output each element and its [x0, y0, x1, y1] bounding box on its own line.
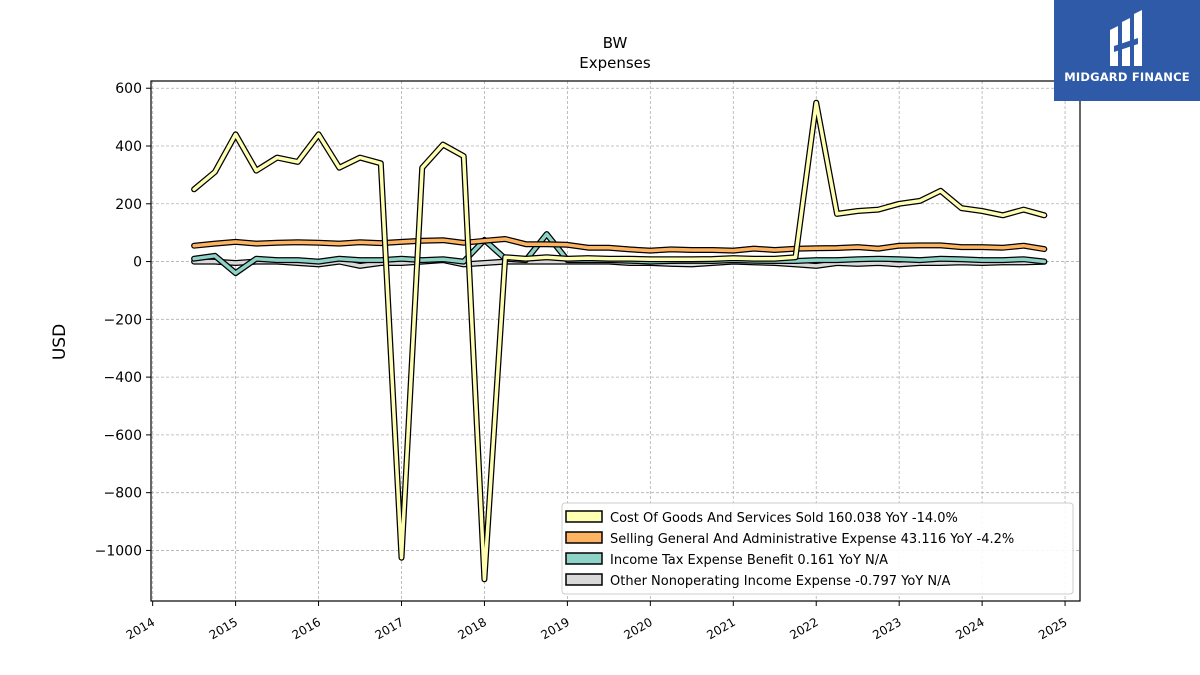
x-tick-label: 2023 — [870, 615, 903, 642]
chart-title: BW — [603, 34, 628, 52]
y-tick-label: −600 — [104, 428, 142, 444]
y-tick-label: 200 — [115, 197, 142, 213]
legend-box — [561, 502, 1074, 595]
legend-swatch — [565, 552, 603, 565]
legend-entry: Cost Of Goods And Services Sold 160.038 … — [610, 511, 958, 526]
x-tick-label: 2015 — [207, 615, 240, 642]
x-tick-label: 2014 — [124, 615, 157, 642]
x-tick-label: 2019 — [539, 615, 572, 642]
logo-mark-icon — [1110, 10, 1142, 66]
y-tick-label: 600 — [115, 81, 142, 97]
y-axis-label: USD — [50, 324, 70, 360]
series-line — [192, 100, 1047, 582]
y-tick-label: 0 — [133, 255, 142, 271]
series-selling-general-and-administrative-expense — [191, 236, 1048, 254]
series-lines — [191, 99, 1048, 583]
x-tick-label: 2017 — [373, 615, 406, 642]
series-line — [192, 237, 1047, 253]
x-tick-label: 2022 — [787, 615, 820, 642]
y-tick-label: −1000 — [95, 543, 142, 559]
y-tick-label: −200 — [104, 312, 142, 328]
legend-entry: Income Tax Expense Benefit 0.161 YoY N/A — [610, 553, 888, 568]
x-tick-label: 2024 — [953, 615, 986, 642]
legend-entry: Selling General And Administrative Expen… — [610, 532, 1014, 547]
legend: Cost Of Goods And Services Sold 160.038 … — [561, 502, 1074, 595]
y-tick-label: −400 — [104, 370, 142, 386]
y-tick-label: 400 — [115, 139, 142, 155]
chart-subtitle: Expenses — [579, 54, 651, 72]
legend-swatch — [565, 510, 603, 523]
x-tick-label: 2018 — [456, 615, 489, 642]
y-tick-label: −800 — [104, 486, 142, 502]
logo-text: MIDGARD FINANCE — [1064, 70, 1190, 84]
x-tick-label: 2016 — [290, 615, 323, 642]
legend-entry: Other Nonoperating Income Expense -0.797… — [610, 574, 950, 589]
plot-frame — [150, 80, 1081, 602]
series-cost-of-goods-and-services-sold — [191, 99, 1048, 583]
grid-lines — [151, 81, 1080, 601]
legend-swatch — [565, 531, 603, 544]
x-tick-label: 2020 — [621, 615, 654, 642]
x-tick-label: 2025 — [1036, 615, 1069, 642]
x-tick-label: 2021 — [704, 615, 737, 642]
midgard-finance-logo: MIDGARD FINANCE — [1054, 0, 1200, 101]
legend-swatch — [565, 573, 603, 586]
